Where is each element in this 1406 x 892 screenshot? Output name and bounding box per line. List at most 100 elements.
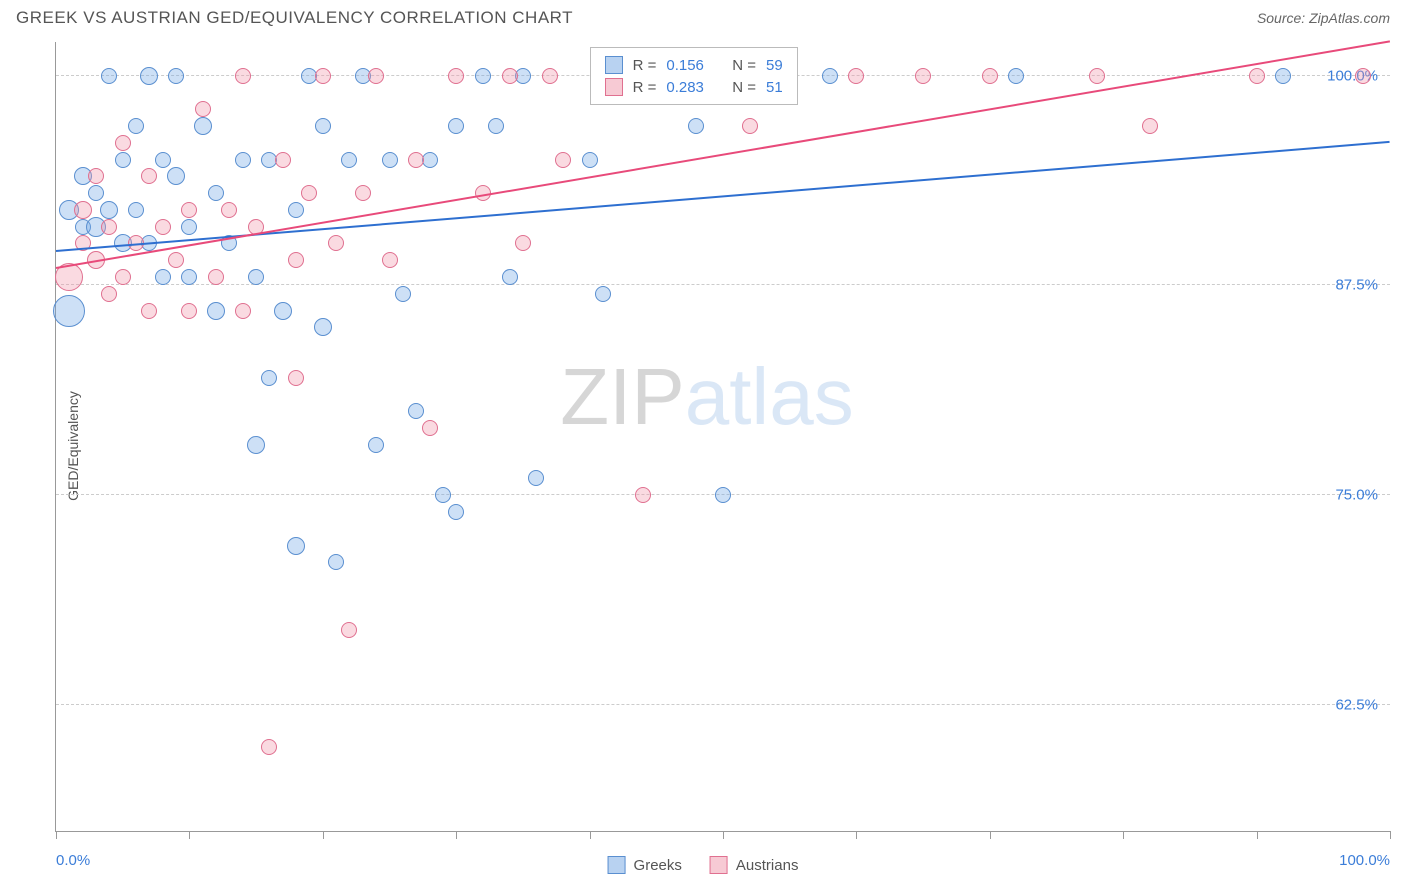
data-point: [288, 202, 304, 218]
data-point: [382, 252, 398, 268]
data-point: [288, 252, 304, 268]
legend-swatch-blue: [608, 856, 626, 874]
data-point: [502, 68, 518, 84]
data-point: [167, 167, 185, 185]
data-point: [1275, 68, 1291, 84]
data-point: [822, 68, 838, 84]
legend-item-greeks: Greeks: [608, 856, 682, 874]
stats-legend: R =0.156 N = 59R =0.283 N = 51: [590, 47, 798, 105]
data-point: [341, 622, 357, 638]
data-point: [115, 152, 131, 168]
legend-label: Greeks: [634, 857, 682, 874]
ytick-label: 75.0%: [1335, 487, 1378, 504]
data-point: [100, 201, 118, 219]
data-point: [688, 118, 704, 134]
data-point: [88, 185, 104, 201]
legend-swatch: [605, 78, 623, 96]
legend-swatch-pink: [710, 856, 728, 874]
data-point: [88, 168, 104, 184]
xtick: [456, 831, 457, 839]
data-point: [101, 219, 117, 235]
ytick-label: 87.5%: [1335, 277, 1378, 294]
data-point: [315, 118, 331, 134]
data-point: [475, 68, 491, 84]
xaxis-left-label: 0.0%: [56, 852, 90, 869]
n-value: 59: [766, 57, 783, 74]
data-point: [195, 101, 211, 117]
xtick: [990, 831, 991, 839]
data-point: [140, 67, 158, 85]
data-point: [555, 152, 571, 168]
data-point: [261, 370, 277, 386]
data-point: [848, 68, 864, 84]
data-point: [155, 152, 171, 168]
watermark: ZIPatlas: [560, 351, 853, 443]
xtick: [590, 831, 591, 839]
data-point: [181, 202, 197, 218]
data-point: [488, 118, 504, 134]
data-point: [261, 739, 277, 755]
data-point: [368, 68, 384, 84]
data-point: [435, 487, 451, 503]
data-point: [181, 269, 197, 285]
data-point: [168, 68, 184, 84]
n-label: N =: [732, 79, 756, 96]
xtick: [723, 831, 724, 839]
data-point: [408, 403, 424, 419]
xtick: [1390, 831, 1391, 839]
data-point: [247, 436, 265, 454]
data-point: [115, 269, 131, 285]
data-point: [1008, 68, 1024, 84]
data-point: [328, 235, 344, 251]
r-label: R =: [633, 79, 657, 96]
data-point: [101, 68, 117, 84]
data-point: [235, 152, 251, 168]
data-point: [221, 202, 237, 218]
data-point: [301, 185, 317, 201]
data-point: [235, 68, 251, 84]
n-value: 51: [766, 79, 783, 96]
data-point: [1142, 118, 1158, 134]
xtick: [1257, 831, 1258, 839]
data-point: [288, 370, 304, 386]
xtick: [323, 831, 324, 839]
legend-swatch: [605, 56, 623, 74]
data-point: [1249, 68, 1265, 84]
data-point: [635, 487, 651, 503]
data-point: [275, 152, 291, 168]
data-point: [248, 269, 264, 285]
bottom-legend: Greeks Austrians: [608, 856, 799, 874]
data-point: [341, 152, 357, 168]
n-label: N =: [732, 57, 756, 74]
data-point: [515, 235, 531, 251]
data-point: [235, 303, 251, 319]
stats-legend-row: R =0.156 N = 59: [605, 54, 783, 76]
data-point: [1355, 68, 1371, 84]
data-point: [194, 117, 212, 135]
data-point: [982, 68, 998, 84]
legend-item-austrians: Austrians: [710, 856, 799, 874]
data-point: [328, 554, 344, 570]
data-point: [368, 437, 384, 453]
data-point: [141, 168, 157, 184]
data-point: [53, 295, 85, 327]
data-point: [141, 303, 157, 319]
data-point: [314, 318, 332, 336]
r-label: R =: [633, 57, 657, 74]
data-point: [448, 68, 464, 84]
data-point: [207, 302, 225, 320]
ytick-label: 62.5%: [1335, 697, 1378, 714]
data-point: [382, 152, 398, 168]
stats-legend-row: R =0.283 N = 51: [605, 76, 783, 98]
source-label: Source: ZipAtlas.com: [1257, 10, 1390, 26]
scatter-chart: 62.5%75.0%87.5%100.0%0.0%100.0%ZIPatlasR…: [55, 42, 1390, 832]
data-point: [422, 420, 438, 436]
data-point: [115, 135, 131, 151]
xtick: [1123, 831, 1124, 839]
data-point: [448, 504, 464, 520]
data-point: [315, 68, 331, 84]
data-point: [395, 286, 411, 302]
data-point: [181, 219, 197, 235]
data-point: [448, 118, 464, 134]
legend-label: Austrians: [736, 857, 799, 874]
